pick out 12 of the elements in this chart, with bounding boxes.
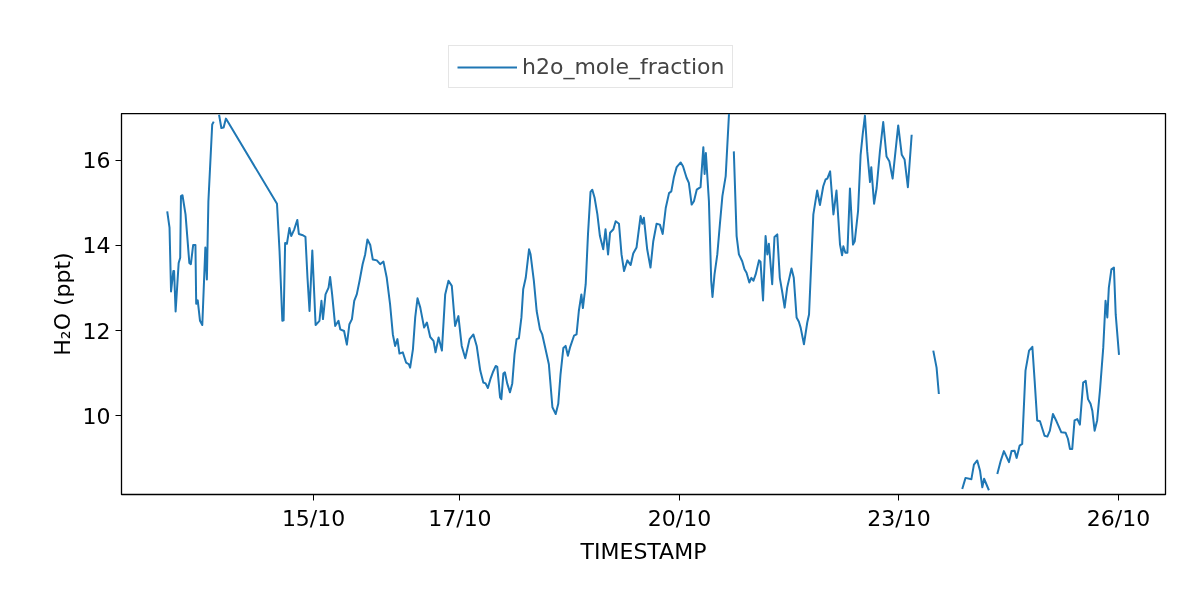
x-tick-label: 23/10 — [867, 505, 931, 531]
y-tick-label: 10 — [82, 403, 111, 429]
y-tick-label: 16 — [82, 148, 111, 174]
x-tick-label: 15/10 — [281, 505, 346, 531]
x-tick-label: 17/10 — [428, 505, 492, 531]
y-tick-label: 14 — [82, 233, 111, 259]
x-tick-label: 20/10 — [647, 505, 712, 531]
x-tick-label: 26/10 — [1086, 505, 1151, 531]
x-axis-title: TIMESTAMP — [579, 538, 707, 564]
legend-label: h2o_mole_fraction — [522, 54, 725, 79]
y-axis-title: H₂O (ppt) — [49, 252, 75, 356]
y-tick-label: 12 — [82, 318, 111, 344]
